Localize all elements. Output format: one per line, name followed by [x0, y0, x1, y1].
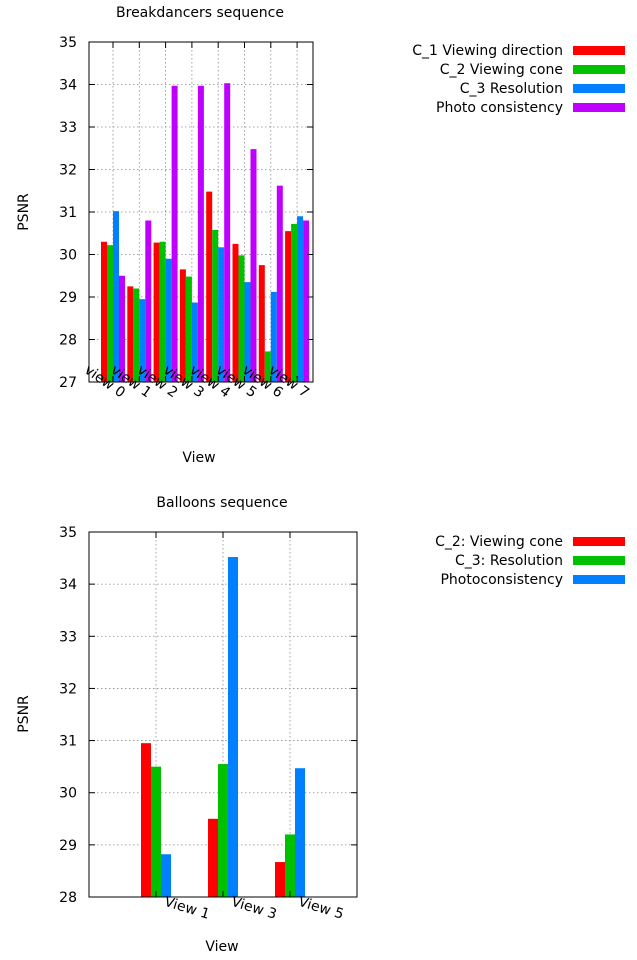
bar-c-1-viewing-direction-view-6 — [258, 265, 265, 382]
bar-c-2-viewing-cone-view-2 — [159, 241, 166, 382]
chart1-xlabel: View — [182, 450, 215, 466]
bar-c-1-viewing-direction-view-1 — [127, 286, 134, 382]
bar-photo-consistency-view-6 — [276, 185, 283, 382]
breakdancers-chart: Breakdancers sequence 27 28 29 30 31 32 33 34 35… — [16, 5, 625, 466]
y-tick-label: 35 — [59, 525, 77, 541]
bar-c-2-viewing-cone-view-5 — [275, 862, 285, 897]
y-tick-label: 31 — [59, 734, 77, 750]
balloons-chart: Balloons sequence 28 29 30 31 32 33 34 35 View … — [16, 495, 625, 955]
legend-swatch — [573, 103, 625, 112]
y-tick-label: 29 — [59, 290, 77, 306]
legend-label: Photoconsistency — [440, 572, 563, 588]
chart2-y-ticks: 28 29 30 31 32 33 34 35 — [59, 525, 357, 906]
legend-swatch — [573, 65, 625, 74]
chart1-bars — [101, 83, 310, 383]
chart2-title: Balloons sequence — [156, 495, 287, 511]
bar-c-3-resolution-view-4 — [218, 247, 225, 382]
bar-photo-consistency-view-7 — [303, 220, 310, 382]
bar-c-3-resolution-view-1 — [139, 299, 146, 382]
bar-photoconsistency-view-1 — [161, 854, 171, 897]
chart2-bars — [141, 557, 305, 897]
bar-photo-consistency-view-4 — [224, 83, 231, 382]
legend-swatch — [573, 556, 625, 565]
bar-photoconsistency-view-3 — [228, 557, 238, 897]
legend-swatch — [573, 575, 625, 584]
bar-photo-consistency-view-3 — [197, 85, 204, 383]
bar-c-1-viewing-direction-view-7 — [285, 231, 292, 382]
bar-c-1-viewing-direction-view-5 — [232, 243, 239, 382]
y-tick-label: 29 — [59, 838, 77, 854]
legend-label: C_3: Resolution — [455, 553, 563, 569]
bar-c-3-resolution-view-6 — [270, 291, 277, 382]
y-tick-label: 34 — [59, 78, 77, 94]
x-tick-label: View 1 — [162, 894, 211, 923]
bar-c-3-resolution-view-2 — [165, 258, 172, 382]
y-tick-label: 32 — [59, 681, 77, 697]
bar-photo-consistency-view-2 — [171, 85, 178, 383]
bar-photoconsistency-view-5 — [295, 768, 305, 897]
chart2-legend: C_2: Viewing cone C_3: Resolution Photocon… — [435, 534, 625, 588]
bar-c-3-resolution-view-3 — [218, 764, 228, 897]
x-tick-label: View 5 — [296, 894, 345, 923]
y-tick-label: 32 — [59, 163, 77, 179]
legend-label: C_3 Resolution — [460, 81, 563, 97]
chart1-title: Breakdancers sequence — [116, 5, 284, 21]
y-tick-label: 28 — [59, 333, 77, 349]
legend-swatch — [573, 46, 625, 55]
bar-c-3-resolution-view-7 — [297, 216, 304, 382]
chart2-grid — [89, 532, 357, 897]
bar-c-2-viewing-cone-view-7 — [291, 223, 298, 382]
bar-c-2-viewing-cone-view-3 — [185, 276, 192, 382]
y-tick-label: 33 — [59, 629, 77, 645]
chart1-legend: C_1 Viewing direction C_2 Viewing cone C_3… — [412, 43, 625, 116]
bar-c-1-viewing-direction-view-3 — [179, 269, 186, 382]
y-tick-label: 28 — [59, 890, 77, 906]
bar-c-2-viewing-cone-view-5 — [238, 255, 245, 382]
legend-swatch — [573, 84, 625, 93]
bar-c-3-resolution-view-0 — [113, 211, 119, 382]
y-tick-label: 30 — [59, 248, 77, 264]
y-tick-label: 34 — [59, 577, 77, 593]
legend-label: Photo consistency — [436, 100, 563, 116]
bar-c-3-resolution-view-3 — [191, 302, 198, 382]
legend-label: C_2: Viewing cone — [435, 534, 563, 550]
y-tick-label: 30 — [59, 786, 77, 802]
y-tick-label: 35 — [59, 35, 77, 51]
y-tick-label: 33 — [59, 120, 77, 136]
bar-photo-consistency-view-1 — [145, 220, 152, 382]
y-tick-label: 31 — [59, 205, 77, 221]
chart2-x-ticks: View 1 View 3 View 5 — [155, 532, 346, 923]
bar-c-2-viewing-cone-view-3 — [208, 818, 218, 897]
bar-c-1-viewing-direction-view-4 — [206, 191, 213, 382]
bar-c-3-resolution-view-1 — [151, 766, 161, 897]
bar-c-3-resolution-view-5 — [244, 282, 251, 382]
chart1-ylabel: PSNR — [16, 193, 32, 231]
chart2-ylabel: PSNR — [16, 695, 32, 733]
bar-c-2-viewing-cone-view-1 — [133, 288, 140, 382]
bar-c-3-resolution-view-5 — [285, 834, 295, 897]
bar-photo-consistency-view-0 — [119, 275, 125, 382]
bar-c-2-viewing-cone-view-6 — [264, 351, 271, 382]
bar-c-2-viewing-cone-view-0 — [107, 245, 113, 382]
legend-label: C_2 Viewing cone — [440, 62, 563, 78]
legend-label: C_1 Viewing direction — [412, 43, 563, 59]
y-tick-label: 27 — [59, 375, 77, 391]
bar-c-2-viewing-cone-view-4 — [212, 229, 219, 382]
bar-photo-consistency-view-5 — [250, 149, 257, 382]
bar-c-1-viewing-direction-view-2 — [153, 242, 160, 382]
bar-c-2-viewing-cone-view-1 — [141, 743, 151, 897]
chart2-xlabel: View — [205, 939, 238, 955]
x-tick-label: View 3 — [229, 894, 278, 923]
bar-c-1-viewing-direction-view-0 — [101, 241, 107, 382]
legend-swatch — [573, 537, 625, 546]
chart1-y-ticks: 27 28 29 30 31 32 33 34 35 — [59, 35, 313, 391]
